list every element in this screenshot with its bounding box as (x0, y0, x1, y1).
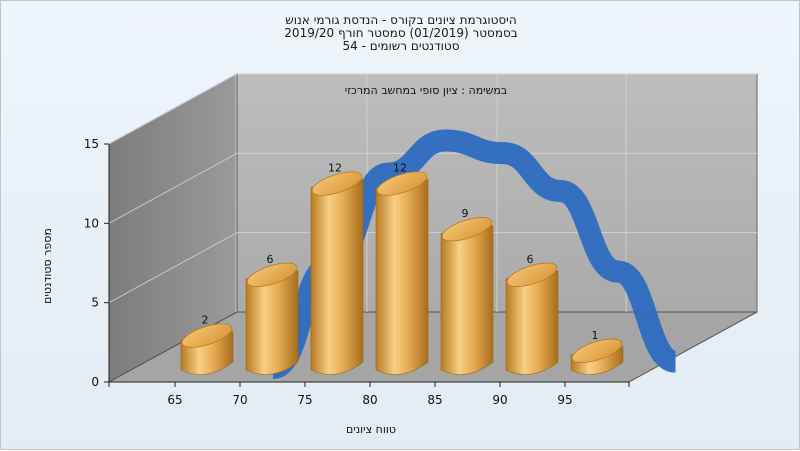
x-axis-title: טווח ציונים (346, 423, 396, 436)
x-tick-label: 90 (492, 393, 507, 407)
x-tick-label: 95 (557, 393, 572, 407)
gridline-side (108, 152, 238, 224)
y-axis-ticks: 0 5 10 15 (84, 137, 110, 389)
bar-cap (376, 171, 428, 196)
bar-cap (506, 262, 558, 287)
bar-value-label: 12 (328, 162, 342, 175)
chart-subtitle: במשימה : ציון סופי במחשב המרכזי (345, 84, 508, 97)
x-tick-label: 75 (297, 393, 312, 407)
bar-body (505, 270, 559, 375)
plot-right-edge (628, 311, 758, 383)
bar-value-label: 6 (267, 253, 274, 266)
bar-body (310, 179, 364, 375)
y-tick-label: 10 (84, 216, 99, 230)
gridline-side (108, 73, 238, 145)
x-tick-label: 65 (167, 393, 182, 407)
bar-cap (246, 262, 298, 287)
bar-value-label: 12 (393, 162, 407, 175)
bar-cap (571, 338, 623, 363)
bar: 2 (180, 314, 234, 375)
bar: 6 (505, 253, 559, 375)
y-axis-title: מספר סטודנטים (41, 228, 54, 304)
x-tick-label: 80 (362, 393, 377, 407)
bar-value-label: 2 (202, 314, 209, 327)
bar-value-label: 9 (462, 207, 469, 220)
bar-cap (181, 323, 233, 348)
y-tick-label: 5 (91, 296, 99, 310)
bar-value-label: 6 (527, 253, 534, 266)
title-line-2: בסמסטר (01/2019) סמסטר חורף 2019/20 (284, 26, 517, 40)
bar: 12 (375, 162, 429, 375)
y-tick-label: 15 (84, 137, 99, 151)
title-line-3: סטודנטים רשומים - 54 (342, 39, 459, 53)
bar: 1 (570, 329, 624, 375)
title-line-1: היסטוגרמת ציונים בקורס - הנדסת גורמי אנו… (285, 13, 516, 27)
bar: 6 (245, 253, 299, 375)
bar-cap (441, 217, 493, 242)
bar-body (375, 179, 429, 375)
bars: 2 6 12 12 9 6 1 (180, 162, 624, 375)
bar: 9 (440, 207, 494, 375)
bar-body (440, 224, 494, 375)
y-tick-label: 0 (91, 375, 99, 389)
x-tick-label: 85 (427, 393, 442, 407)
bar-value-label: 1 (592, 329, 599, 342)
bar: 12 (310, 162, 364, 375)
gridline-side (108, 232, 238, 304)
bar-cap (311, 171, 363, 196)
x-axis-ticks: 65 70 75 80 85 90 95 (108, 381, 630, 407)
x-tick-label: 70 (232, 393, 247, 407)
bar-body (245, 270, 299, 375)
chart-title: היסטוגרמת ציונים בקורס - הנדסת גורמי אנו… (284, 13, 517, 53)
